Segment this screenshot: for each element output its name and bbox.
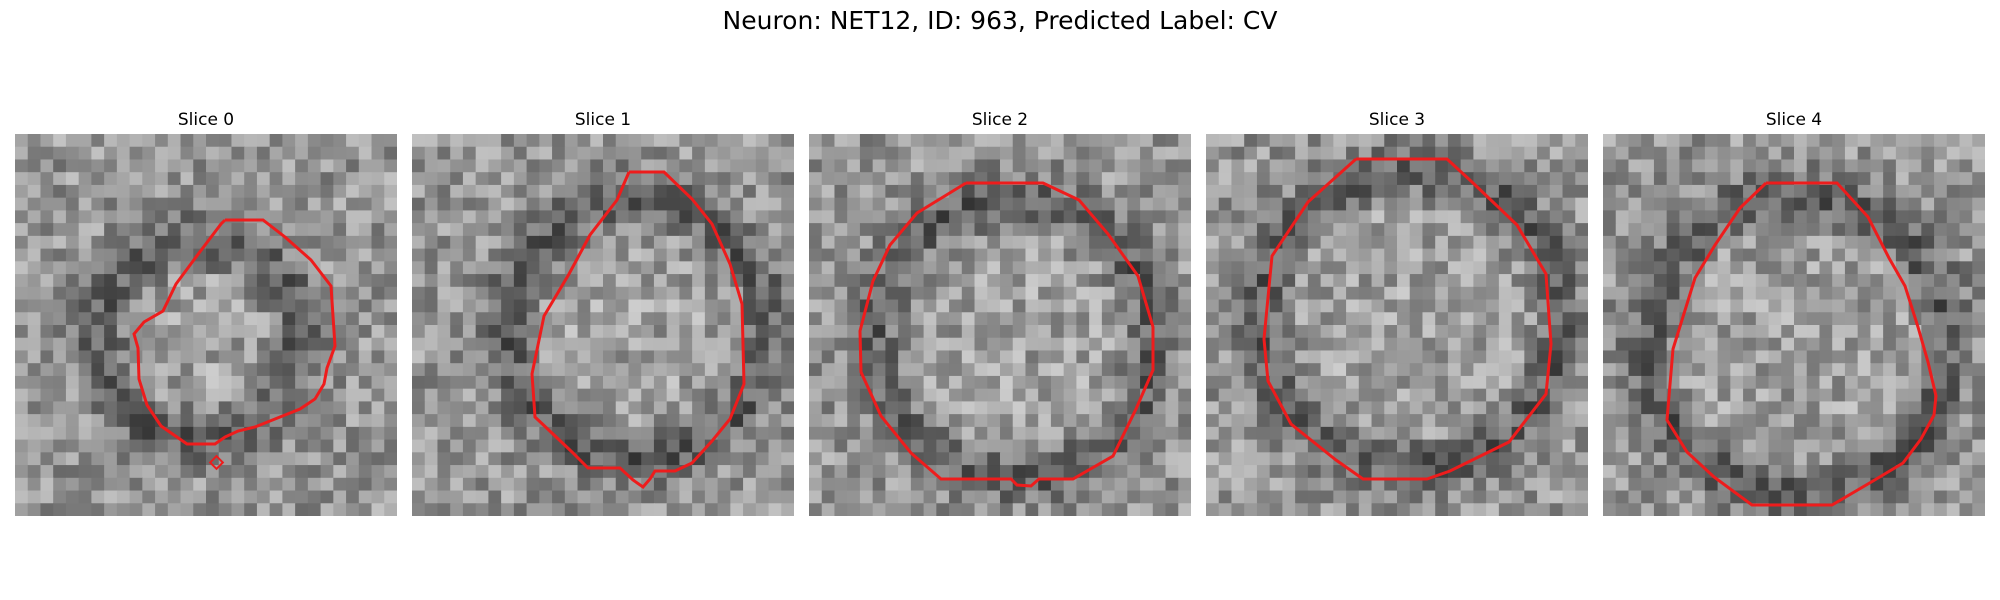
microscopy-texture <box>809 134 1191 516</box>
segmentation-contour <box>530 170 746 490</box>
slice-panel-0: Slice 0 <box>15 110 397 516</box>
segmentation-contour <box>858 181 1155 488</box>
microscopy-texture <box>1206 134 1588 516</box>
slice-title: Slice 3 <box>1368 110 1426 130</box>
figure-title: Neuron: NET12, ID: 963, Predicted Label:… <box>722 6 1278 35</box>
slice-title: Slice 2 <box>971 110 1029 130</box>
slice-panel-4: Slice 4 <box>1603 110 1985 516</box>
slice-image-1 <box>412 134 794 516</box>
slice-title: Slice 1 <box>574 110 632 130</box>
microscopy-texture <box>412 134 794 516</box>
slice-title: Slice 4 <box>1765 110 1823 130</box>
microscopy-texture <box>15 134 397 516</box>
slice-panel-2: Slice 2 <box>809 110 1191 516</box>
slice-image-3 <box>1206 134 1588 516</box>
microscopy-texture <box>1603 134 1985 516</box>
slice-image-2 <box>809 134 1191 516</box>
slice-image-0 <box>15 134 397 516</box>
segmentation-contour <box>1262 157 1553 481</box>
segmentation-contour <box>132 218 337 446</box>
slice-panel-3: Slice 3 <box>1206 110 1588 516</box>
segmentation-contour <box>1665 181 1938 507</box>
slice-panel-1: Slice 1 <box>412 110 794 516</box>
slice-title: Slice 0 <box>177 110 235 130</box>
slice-image-4 <box>1603 134 1985 516</box>
